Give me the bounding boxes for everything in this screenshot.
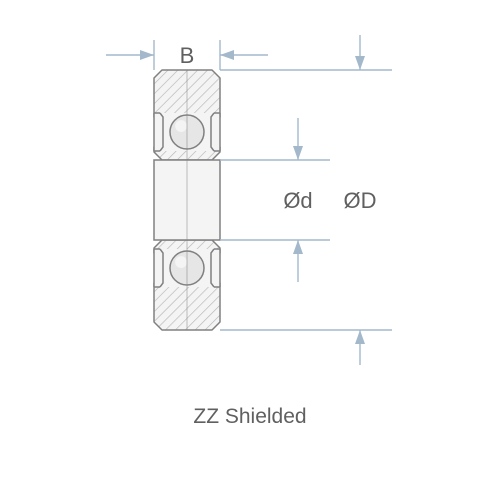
diagram-stage: B Ød ØD ZZ Shielded	[0, 0, 500, 500]
svg-text:Ød: Ød	[283, 188, 312, 213]
svg-text:B: B	[180, 43, 195, 68]
caption-text: ZZ Shielded	[0, 405, 500, 429]
svg-text:ØD: ØD	[344, 188, 377, 213]
